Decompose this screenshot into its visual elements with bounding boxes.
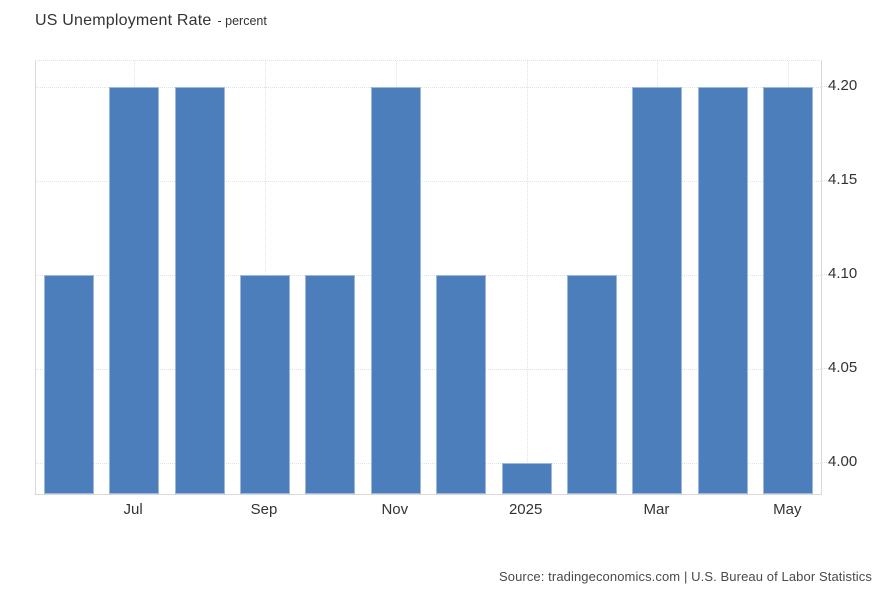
bar-feb-2025[interactable]	[567, 274, 618, 494]
chart-subtitle: - percent	[217, 14, 267, 28]
x-axis-label: Mar	[643, 501, 670, 518]
chart-title: US Unemployment Rate	[35, 12, 212, 29]
gridline-horizontal	[36, 274, 821, 276]
x-axis-label: May	[773, 501, 802, 518]
y-axis-tick	[822, 273, 827, 275]
y-axis-tick	[822, 367, 827, 369]
gridline-vertical	[526, 61, 528, 494]
gridline-horizontal	[36, 368, 821, 370]
bar-dec-2024[interactable]	[436, 274, 487, 494]
bar-jul-2024[interactable]	[109, 86, 160, 494]
y-axis-tick	[822, 179, 827, 181]
bar-sep-2024[interactable]	[239, 274, 290, 494]
y-axis-tick	[822, 461, 827, 463]
x-axis-label: Nov	[381, 501, 409, 518]
plot-area	[35, 60, 822, 495]
y-axis-tick	[822, 85, 827, 87]
bar-mar-2025[interactable]	[632, 86, 683, 494]
bar-may-2025[interactable]	[763, 86, 814, 494]
source-attribution: Source: tradingeconomics.com | U.S. Bure…	[498, 569, 872, 584]
gridline-horizontal	[36, 180, 821, 182]
x-axis-label: Jul	[123, 501, 143, 518]
y-axis-label: 4.15	[828, 170, 858, 188]
bar-aug-2024[interactable]	[174, 86, 225, 494]
y-axis-label: 4.20	[828, 76, 858, 94]
bar-jun-2024[interactable]	[43, 274, 94, 494]
x-axis-label: Sep	[250, 501, 278, 518]
x-axis-label: 2025	[508, 501, 543, 518]
gridline-horizontal	[36, 86, 821, 88]
bar-apr-2025[interactable]	[697, 86, 748, 494]
y-axis-label: 4.10	[828, 264, 858, 282]
bar-nov-2024[interactable]	[370, 86, 421, 494]
chart-header: US Unemployment Rate - percent	[35, 12, 267, 30]
bar-jan-2025[interactable]	[501, 462, 552, 494]
bar-oct-2024[interactable]	[305, 274, 356, 494]
y-axis-label: 4.00	[828, 452, 858, 470]
y-axis-label: 4.05	[828, 358, 858, 376]
gridline-horizontal	[36, 462, 821, 464]
